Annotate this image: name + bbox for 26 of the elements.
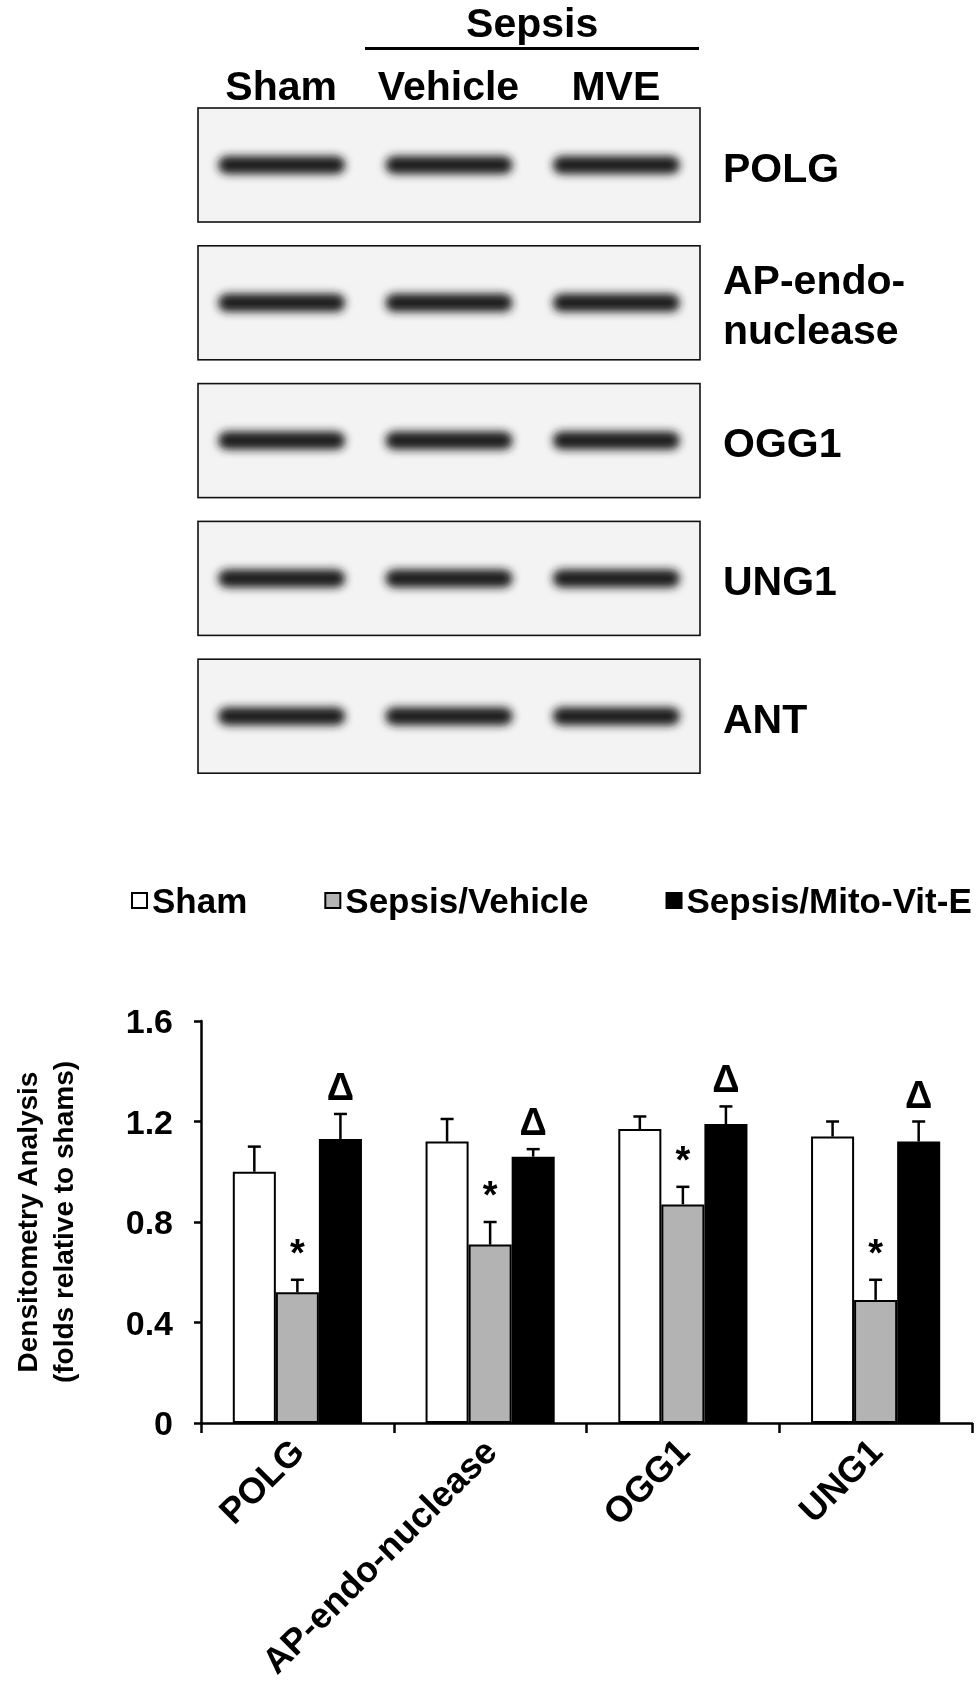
category-label: Vehicle <box>377 62 520 111</box>
category-label: Sham <box>225 62 337 111</box>
legend-label: Sham <box>152 881 248 920</box>
category-label: UNG1 <box>723 557 837 604</box>
data-label: * <box>675 1138 691 1181</box>
y-tick-label: 1.2 <box>125 1102 173 1141</box>
category-label: MVE <box>571 62 661 111</box>
data-label: Δ <box>326 1065 355 1108</box>
data-label: * <box>868 1231 884 1274</box>
data-label: Δ <box>905 1073 933 1116</box>
category-label: POLG <box>723 144 840 191</box>
category-label: OGG1 <box>723 420 842 467</box>
data-label: Δ <box>712 1058 740 1101</box>
y-axis-title: Densitometry Analysis (folds relative to shams) <box>11 1060 79 1384</box>
text: Sepsis <box>466 0 599 48</box>
y-tick-label: 1.6 <box>125 1002 173 1040</box>
legend-label: Sepsis/Vehicle <box>345 881 589 920</box>
category-label: ANT <box>723 695 808 742</box>
y-tick-label: 0.8 <box>125 1203 173 1241</box>
data-label: Δ <box>519 1101 547 1144</box>
legend-label: Sepsis/Mito-Vit-E <box>686 881 972 920</box>
y-tick-label: 0 <box>154 1404 173 1442</box>
category-label: AP-endo-nuclease <box>723 257 906 354</box>
y-tick-label: 0.4 <box>125 1303 174 1342</box>
data-label: * <box>289 1231 305 1274</box>
data-label: * <box>482 1174 498 1216</box>
